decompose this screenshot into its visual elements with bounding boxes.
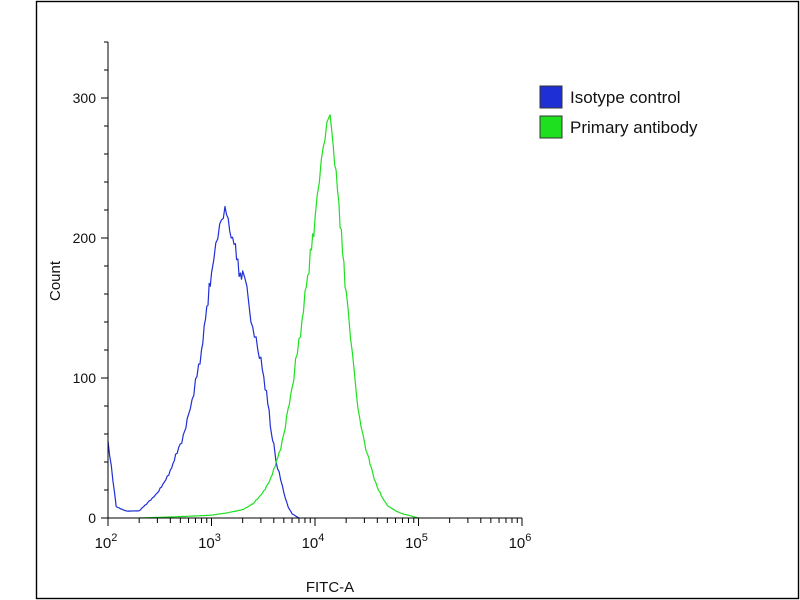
legend-swatch-primary-antibody [539, 115, 563, 139]
legend-label-primary-antibody: Primary antibody [570, 118, 698, 137]
x-tick-label: 102 [95, 532, 118, 552]
x-axis-label: FITC-A [306, 579, 354, 596]
y-tick-label: 200 [73, 230, 97, 246]
y-ticks: 0 100 200 300 [73, 41, 108, 526]
x-tick-label: 104 [302, 532, 325, 552]
y-tick-label: 100 [73, 370, 97, 386]
x-tick-label: 103 [198, 532, 221, 552]
legend-label-isotype-control: Isotype control [570, 88, 681, 107]
isotype-control-curve [107, 205, 300, 519]
curves [107, 114, 419, 519]
x-tick-label: 106 [509, 532, 532, 552]
plot-area: 0 100 200 300 102 103 104 105 106 [73, 41, 532, 552]
legend-swatch-isotype-control [539, 85, 563, 109]
axes [107, 42, 522, 519]
y-tick-label: 0 [88, 510, 96, 526]
primary-antibody-curve [139, 114, 419, 519]
y-tick-label: 300 [73, 90, 97, 106]
x-tick-label: 105 [405, 532, 428, 552]
outer-border [35, 0, 800, 600]
legend: Isotype control Primary antibody [539, 85, 698, 139]
x-ticks: 102 103 104 105 106 [95, 518, 532, 552]
y-axis-label: Count [47, 260, 64, 301]
